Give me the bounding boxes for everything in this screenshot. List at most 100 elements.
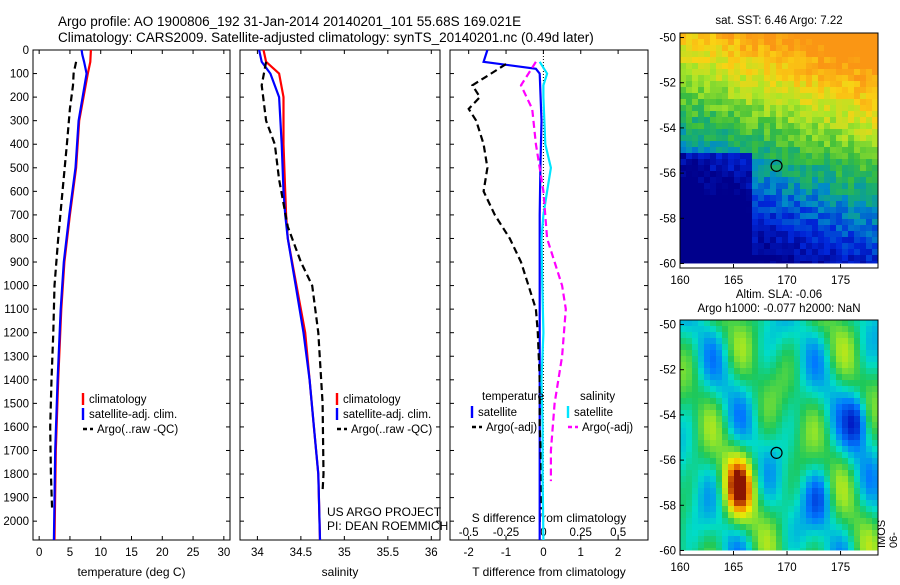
heatmap-cell	[728, 111, 734, 117]
heatmap-cell	[686, 69, 692, 75]
heatmap-cell	[710, 111, 716, 117]
heatmap-cell	[758, 320, 764, 326]
heatmap-cell	[680, 326, 686, 332]
heatmap-cell	[860, 111, 866, 117]
heatmap-cell	[824, 482, 830, 488]
heatmap-cell	[692, 470, 698, 476]
heatmap-cell	[734, 93, 740, 99]
heatmap-cell	[710, 494, 716, 500]
heatmap-cell	[812, 542, 818, 548]
heatmap-cell	[698, 470, 704, 476]
heatmap-cell	[860, 320, 866, 326]
heatmap-cell	[734, 422, 740, 428]
heatmap-cell	[872, 165, 878, 171]
legend-entry: climatology	[343, 394, 401, 406]
heatmap-cell	[686, 530, 692, 536]
heatmap-cell	[752, 344, 758, 350]
heatmap-cell	[680, 51, 686, 57]
heatmap-cell	[716, 75, 722, 81]
heatmap-cell	[704, 326, 710, 332]
heatmap-cell	[806, 410, 812, 416]
heatmap-cell	[692, 452, 698, 458]
heatmap-cell	[692, 446, 698, 452]
heatmap-cell	[734, 165, 740, 171]
legend-entry: satellite-adj. clim.	[343, 409, 431, 421]
x-axis-label: temperature (deg C)	[77, 565, 185, 579]
heatmap-cell	[866, 201, 872, 207]
heatmap-cell	[842, 141, 848, 147]
heatmap-cell	[800, 249, 806, 255]
x-tick-label: 35.5	[377, 547, 399, 559]
heatmap-cell	[710, 536, 716, 542]
heatmap-cell	[722, 45, 728, 51]
heatmap-cell	[728, 386, 734, 392]
heatmap-cell	[734, 117, 740, 123]
heatmap-cell	[722, 482, 728, 488]
heatmap-cell	[770, 398, 776, 404]
heatmap-cell	[806, 231, 812, 237]
heatmap-cell	[782, 368, 788, 374]
heatmap-cell	[818, 225, 824, 231]
heatmap-cell	[758, 81, 764, 87]
heatmap-cell	[848, 39, 854, 45]
heatmap-cell	[728, 129, 734, 135]
heatmap-cell	[866, 344, 872, 350]
heatmap-cell	[698, 153, 704, 159]
heatmap-cell	[752, 201, 758, 207]
heatmap-cell	[746, 159, 752, 165]
heatmap-cell	[860, 488, 866, 494]
heatmap-cell	[806, 255, 812, 261]
heatmap-cell	[854, 338, 860, 344]
heatmap-cell	[716, 488, 722, 494]
heatmap-cell	[758, 434, 764, 440]
heatmap-cell	[866, 33, 872, 39]
heatmap-cell	[722, 494, 728, 500]
heatmap-cell	[794, 434, 800, 440]
heatmap-cell	[872, 147, 878, 153]
heatmap-cell	[824, 542, 830, 548]
map-x-tick-label: 165	[724, 275, 743, 287]
heatmap-cell	[830, 177, 836, 183]
heatmap-cell	[872, 398, 878, 404]
heatmap-cell	[848, 45, 854, 51]
heatmap-cell	[842, 338, 848, 344]
heatmap-cell	[818, 416, 824, 422]
heatmap-cell	[812, 452, 818, 458]
y-tick-label: 1600	[3, 422, 29, 434]
heatmap-cell	[788, 344, 794, 350]
heatmap-cell	[686, 410, 692, 416]
heatmap-cell	[812, 458, 818, 464]
heatmap-cell	[836, 488, 842, 494]
heatmap-cell	[872, 75, 878, 81]
heatmap-cell	[848, 69, 854, 75]
heatmap-cell	[782, 428, 788, 434]
heatmap-cell	[740, 404, 746, 410]
heatmap-cell	[812, 470, 818, 476]
heatmap-cell	[830, 153, 836, 159]
heatmap-cell	[746, 338, 752, 344]
heatmap-cell	[740, 177, 746, 183]
heatmap-cell	[782, 464, 788, 470]
heatmap-cell	[704, 225, 710, 231]
heatmap-cell	[758, 392, 764, 398]
heatmap-cell	[782, 219, 788, 225]
heatmap-cell	[830, 171, 836, 177]
heatmap-cell	[872, 416, 878, 422]
heatmap-cell	[692, 506, 698, 512]
map-y-tick-label: -50	[659, 33, 676, 45]
heatmap-cell	[836, 207, 842, 213]
heatmap-cell	[746, 512, 752, 518]
heatmap-cell	[680, 111, 686, 117]
heatmap-cell	[716, 207, 722, 213]
heatmap-cell	[740, 99, 746, 105]
x-tick-label: -2	[464, 547, 474, 559]
legend-entry: Argo(-adj)	[486, 422, 537, 434]
heatmap-cell	[770, 183, 776, 189]
heatmap-cell	[800, 141, 806, 147]
heatmap-cell	[698, 159, 704, 165]
heatmap-cell	[824, 338, 830, 344]
heatmap-cell	[830, 410, 836, 416]
heatmap-cell	[848, 518, 854, 524]
heatmap-cell	[680, 536, 686, 542]
heatmap-cell	[728, 189, 734, 195]
